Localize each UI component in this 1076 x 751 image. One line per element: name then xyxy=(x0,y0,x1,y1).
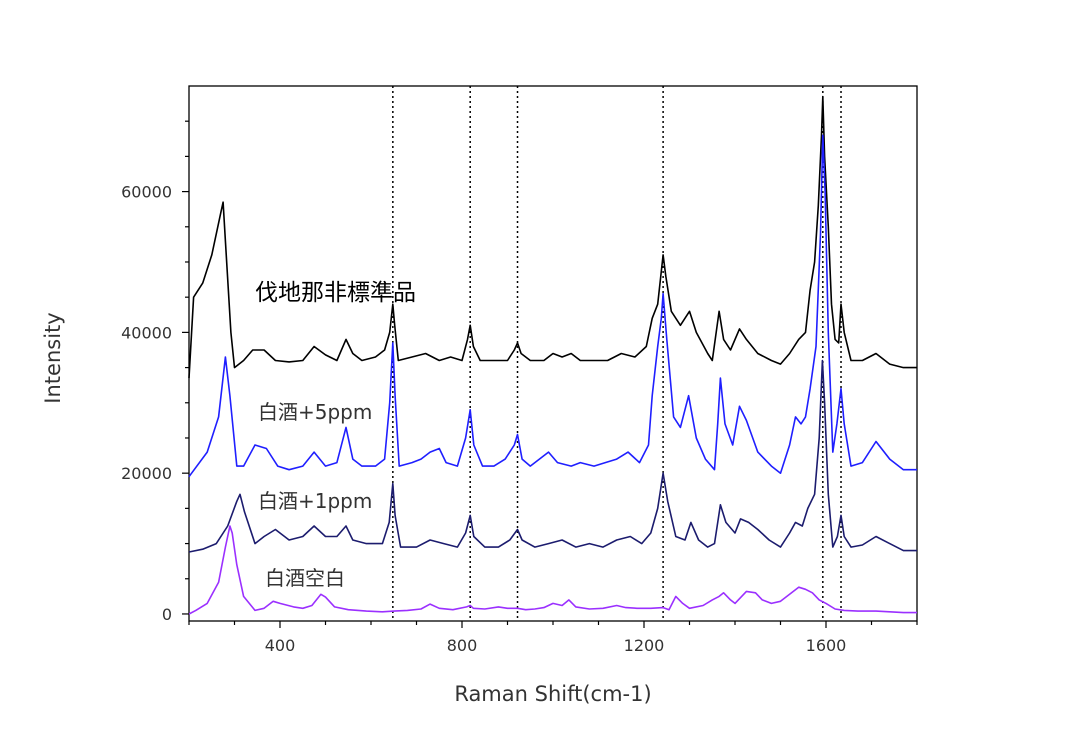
reference-lines xyxy=(392,86,842,621)
series-line-1 xyxy=(188,95,917,379)
series-line-4 xyxy=(188,525,917,615)
y-tick-label: 60000 xyxy=(121,183,172,202)
y-tick-label: 0 xyxy=(162,605,172,624)
x-axis-ticks: 400 800 1200 1600 xyxy=(188,621,918,655)
y-tick-label: 20000 xyxy=(121,464,172,483)
x-tick-label: 800 xyxy=(447,636,478,655)
y-axis-ticks: 0 20000 40000 60000 xyxy=(121,120,189,624)
y-axis-title: Intensity xyxy=(41,312,65,403)
y-tick-label: 40000 xyxy=(121,323,172,342)
series-line-3 xyxy=(188,359,917,553)
x-tick-label: 1600 xyxy=(806,636,847,655)
series-label-2: 白酒+5ppm xyxy=(258,400,372,424)
series-label-4: 白酒空白 xyxy=(265,566,345,590)
series-lines xyxy=(188,95,917,615)
x-tick-label: 400 xyxy=(265,636,296,655)
series-label-1: 伐地那非標準品 xyxy=(255,280,416,306)
x-tick-label: 1200 xyxy=(624,636,665,655)
series-line-2 xyxy=(188,134,917,478)
series-label-3: 白酒+1ppm xyxy=(258,489,372,513)
x-axis-title: Raman Shift(cm-1) xyxy=(454,682,651,706)
